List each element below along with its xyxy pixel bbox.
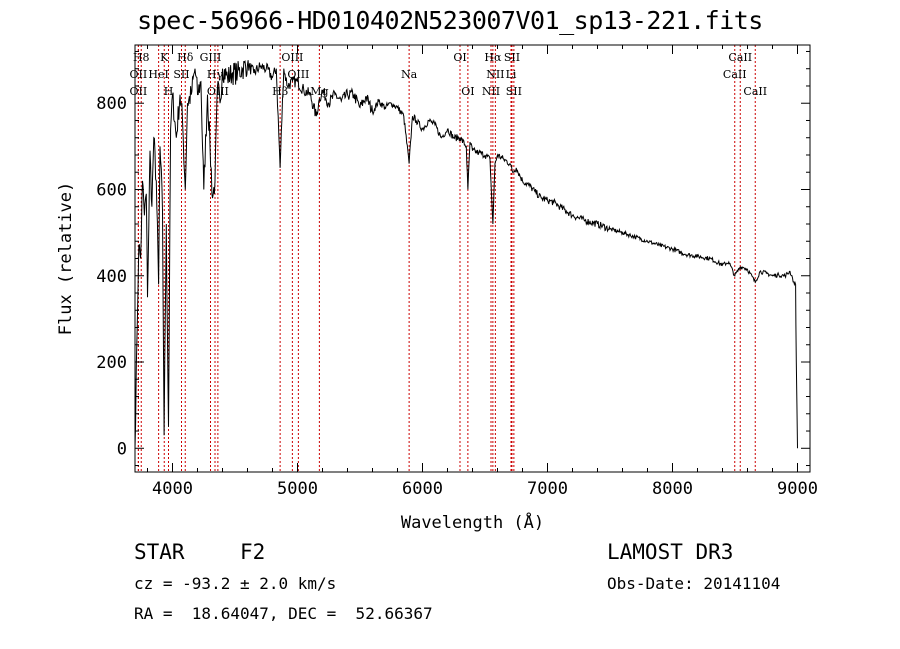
y-tick-label: 400	[96, 267, 127, 287]
chart-title: spec-56966-HD010402N523007V01_sp13-221.f…	[137, 6, 763, 35]
line-marker-label: Li	[506, 68, 517, 81]
line-markers	[137, 45, 756, 472]
x-tick-label: 5000	[277, 479, 318, 499]
y-tick-label: 600	[96, 180, 127, 200]
line-marker-label: H	[164, 85, 174, 98]
line-marker-label: Mg	[310, 85, 328, 98]
line-marker-label: CaII	[723, 68, 747, 81]
redshift-cz: cz = -93.2 ± 2.0 km/s	[134, 574, 337, 593]
y-axis-label: Flux (relative)	[56, 182, 76, 336]
line-marker-label: Hγ	[207, 68, 224, 81]
x-tick-label: 8000	[652, 479, 693, 499]
line-marker-label: NII	[482, 85, 500, 98]
y-axis: 0 200 400 600 800	[96, 50, 810, 467]
observation-date: Obs-Date: 20141104	[607, 574, 781, 593]
coordinates: RA = 18.64047, DEC = 52.66367	[134, 604, 433, 623]
x-axis: 4000 5000 6000 7000 8000 9000	[147, 45, 818, 499]
spectrum-line	[134, 60, 798, 449]
line-marker-label: Hδ	[177, 51, 194, 64]
object-type: STAR	[134, 540, 185, 564]
line-marker-label: OII	[130, 68, 148, 81]
line-marker-label: SII	[504, 51, 520, 64]
line-marker-label: Hβ	[272, 85, 288, 98]
line-marker-label: Hα	[484, 51, 502, 64]
x-tick-label: 4000	[152, 479, 193, 499]
line-marker-label: Na	[401, 68, 418, 81]
x-tick-label: 6000	[402, 479, 443, 499]
line-marker-label: OIII	[207, 85, 229, 98]
x-tick-label: 7000	[527, 479, 568, 499]
line-marker-label: OI	[461, 85, 474, 98]
x-tick-label: 9000	[777, 479, 818, 499]
survey-name: LAMOST DR3	[607, 540, 734, 564]
line-marker-label: GIII	[200, 51, 222, 64]
line-marker-label: SII	[173, 68, 189, 81]
line-marker-label: K	[160, 51, 169, 64]
line-marker-label: CaII	[728, 51, 752, 64]
line-marker-label: OI	[453, 51, 466, 64]
y-tick-label: 800	[96, 94, 127, 114]
line-marker-label: NII	[486, 68, 504, 81]
line-marker-label: SII	[506, 85, 522, 98]
line-marker-label: HeI	[148, 68, 168, 81]
line-marker-label: CaII	[743, 85, 767, 98]
subclass: F2	[240, 540, 266, 564]
line-marker-label: OII	[130, 85, 148, 98]
line-marker-label: H8	[133, 51, 150, 64]
y-tick-label: 0	[117, 439, 127, 459]
y-tick-label: 200	[96, 353, 127, 373]
x-axis-label: Wavelength (Å)	[401, 511, 544, 533]
line-marker-label: OIII	[281, 51, 303, 64]
